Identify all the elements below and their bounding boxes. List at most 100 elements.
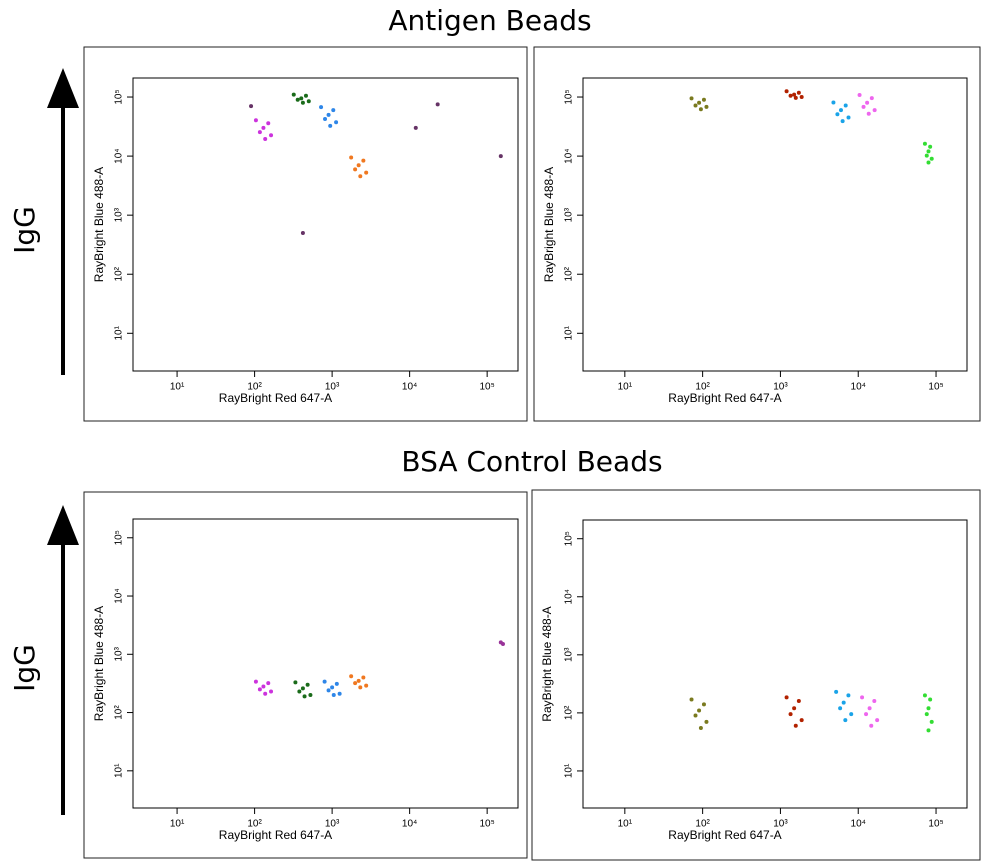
point <box>928 144 933 149</box>
panel-frame <box>531 489 981 861</box>
x-tick-label: 10⁵ <box>480 382 495 393</box>
point <box>693 103 698 108</box>
point <box>349 674 354 679</box>
x-tick-label: 10² <box>695 819 710 830</box>
point <box>792 92 797 97</box>
section-title: Antigen Beads <box>388 4 591 37</box>
y-tick-label: 10⁵ <box>114 89 125 104</box>
x-tick-label: 10⁵ <box>928 819 943 830</box>
x-tick-label: 10¹ <box>170 382 185 393</box>
point <box>926 160 931 165</box>
point <box>834 689 839 694</box>
x-tick-label: 10⁴ <box>402 819 417 830</box>
x-tick-label: 10² <box>247 819 262 830</box>
point <box>356 678 361 683</box>
x-tick-label: 10² <box>247 382 262 393</box>
point <box>323 116 328 121</box>
point <box>269 133 274 138</box>
point <box>689 96 694 101</box>
x-axis-label: RayBright Red 647-A <box>219 391 332 405</box>
point <box>334 120 339 125</box>
x-tick-label: 10⁴ <box>402 382 417 393</box>
y-tick-label: 10⁴ <box>564 589 575 604</box>
point <box>788 93 793 98</box>
point <box>922 693 927 698</box>
point <box>295 97 300 102</box>
point <box>843 718 848 723</box>
point <box>330 685 335 690</box>
point <box>257 687 262 692</box>
point <box>872 108 877 113</box>
point <box>929 156 934 161</box>
x-tick-label: 10³ <box>773 819 788 830</box>
point <box>864 712 869 717</box>
point <box>319 105 324 110</box>
point <box>704 719 709 724</box>
panel-frame <box>83 46 528 422</box>
y-tick-label: 10² <box>114 266 125 281</box>
plot-area <box>582 77 968 372</box>
point <box>364 170 369 175</box>
point <box>926 706 931 711</box>
point <box>300 100 305 105</box>
point <box>500 642 505 647</box>
point <box>784 89 789 94</box>
point <box>297 689 302 694</box>
point <box>799 95 804 100</box>
point <box>838 706 843 711</box>
point <box>269 689 274 694</box>
point <box>875 718 880 723</box>
point <box>697 100 702 105</box>
x-tick-label: 10⁵ <box>480 819 495 830</box>
point <box>697 708 702 713</box>
point <box>293 680 298 685</box>
x-tick-label: 10³ <box>325 819 340 830</box>
point <box>331 693 336 698</box>
point <box>326 112 331 117</box>
point <box>261 125 266 130</box>
point <box>253 679 258 684</box>
point <box>291 92 296 97</box>
point <box>249 104 254 109</box>
point <box>358 174 363 179</box>
x-axis-label: RayBright Red 647-A <box>668 391 781 405</box>
y-tick-label: 10³ <box>114 646 125 661</box>
point <box>257 130 262 135</box>
point <box>867 706 872 711</box>
point <box>263 691 268 696</box>
point <box>349 155 354 160</box>
point <box>846 693 851 698</box>
y-tick-label: 10² <box>114 705 125 720</box>
point <box>872 699 877 704</box>
point <box>793 95 798 100</box>
point <box>263 136 268 141</box>
x-tick-label: 10⁴ <box>851 382 866 393</box>
x-tick-label: 10⁵ <box>928 382 943 393</box>
point <box>841 700 846 705</box>
point <box>704 104 709 109</box>
point <box>701 702 706 707</box>
point <box>698 107 703 112</box>
point <box>869 96 874 101</box>
point <box>305 682 310 687</box>
side-label: IgG <box>8 206 41 254</box>
x-tick-label: 10³ <box>773 382 788 393</box>
point <box>796 699 801 704</box>
point <box>926 728 931 733</box>
plot-area <box>582 519 968 809</box>
point <box>843 103 848 108</box>
point <box>261 684 266 689</box>
point <box>498 154 503 159</box>
y-tick-label: 10⁴ <box>114 588 125 603</box>
point <box>860 695 865 700</box>
point <box>326 688 331 693</box>
y-tick-label: 10⁵ <box>564 531 575 546</box>
x-tick-label: 10¹ <box>618 819 633 830</box>
point <box>929 719 934 724</box>
point <box>322 679 327 684</box>
point <box>300 686 305 691</box>
y-tick-label: 10¹ <box>564 325 575 340</box>
point <box>328 123 333 128</box>
point <box>698 725 703 730</box>
point <box>840 119 845 124</box>
